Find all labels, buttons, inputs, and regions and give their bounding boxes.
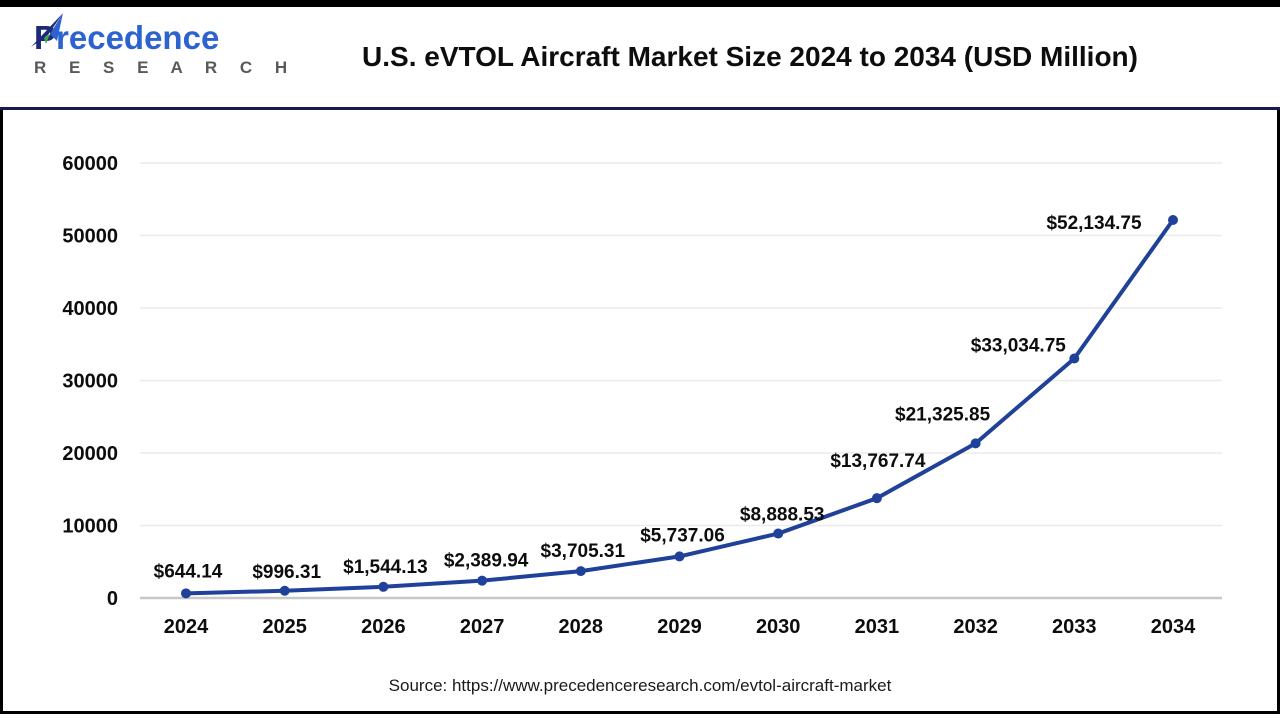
x-tick-label: 2028 (559, 616, 604, 638)
precedence-research-logo: Precedence R E S E A R C H (31, 13, 297, 78)
y-tick-label: 60000 (62, 153, 118, 175)
source-attribution: Source: https://www.precedenceresearch.c… (388, 676, 892, 695)
x-tick-label: 2025 (262, 616, 307, 638)
logo-subtitle: R E S E A R C H (34, 58, 297, 77)
data-point (970, 438, 981, 449)
chart-title: U.S. eVTOL Aircraft Market Size 2024 to … (362, 41, 1138, 72)
data-point (674, 551, 685, 562)
x-tick-label: 2026 (361, 616, 406, 638)
data-point (1168, 215, 1178, 226)
logo-wordmark: Precedence (31, 13, 234, 56)
x-tick-label: 2027 (460, 616, 505, 638)
data-point-label: $21,325.85 (895, 404, 991, 425)
data-point-label: $644.14 (154, 561, 223, 582)
y-tick-label: 20000 (62, 443, 118, 465)
data-point (181, 588, 191, 599)
data-point-label: $13,767.74 (830, 451, 926, 472)
data-point (1069, 353, 1080, 364)
x-tick-label: 2032 (953, 616, 998, 638)
data-point-label: $2,389.94 (444, 551, 529, 572)
data-point (575, 566, 586, 577)
data-point (871, 493, 882, 504)
paper-plane-icon (31, 13, 63, 47)
header-bar: Precedence R E S E A R C H U.S. eVTOL Ai… (0, 7, 1280, 110)
data-point-label: $52,134.75 (1046, 213, 1142, 234)
data-point-label: $5,737.06 (640, 525, 725, 546)
data-point-label: $3,705.31 (541, 541, 626, 562)
data-point-label: $996.31 (252, 562, 321, 583)
y-tick-label: 30000 (62, 371, 118, 393)
data-point (279, 585, 290, 596)
x-tick-label: 2029 (657, 616, 702, 638)
logo-brand-text: recedence (56, 19, 220, 56)
data-point (477, 575, 488, 586)
data-point (773, 528, 784, 539)
data-point-label: $8,888.53 (740, 505, 825, 526)
x-tick-label: 2034 (1151, 616, 1196, 638)
y-tick-label: 50000 (62, 226, 118, 248)
x-tick-label: 2033 (1052, 616, 1097, 638)
x-tick-label: 2024 (164, 616, 209, 638)
y-tick-label: 40000 (62, 298, 118, 320)
data-point-label: $33,034.75 (971, 335, 1067, 356)
data-point (378, 581, 389, 592)
data-point-label: $1,544.13 (343, 557, 428, 578)
y-tick-label: 0 (107, 588, 118, 610)
x-tick-label: 2030 (756, 616, 801, 638)
x-tick-label: 2031 (855, 616, 900, 638)
y-tick-label: 10000 (62, 516, 118, 538)
